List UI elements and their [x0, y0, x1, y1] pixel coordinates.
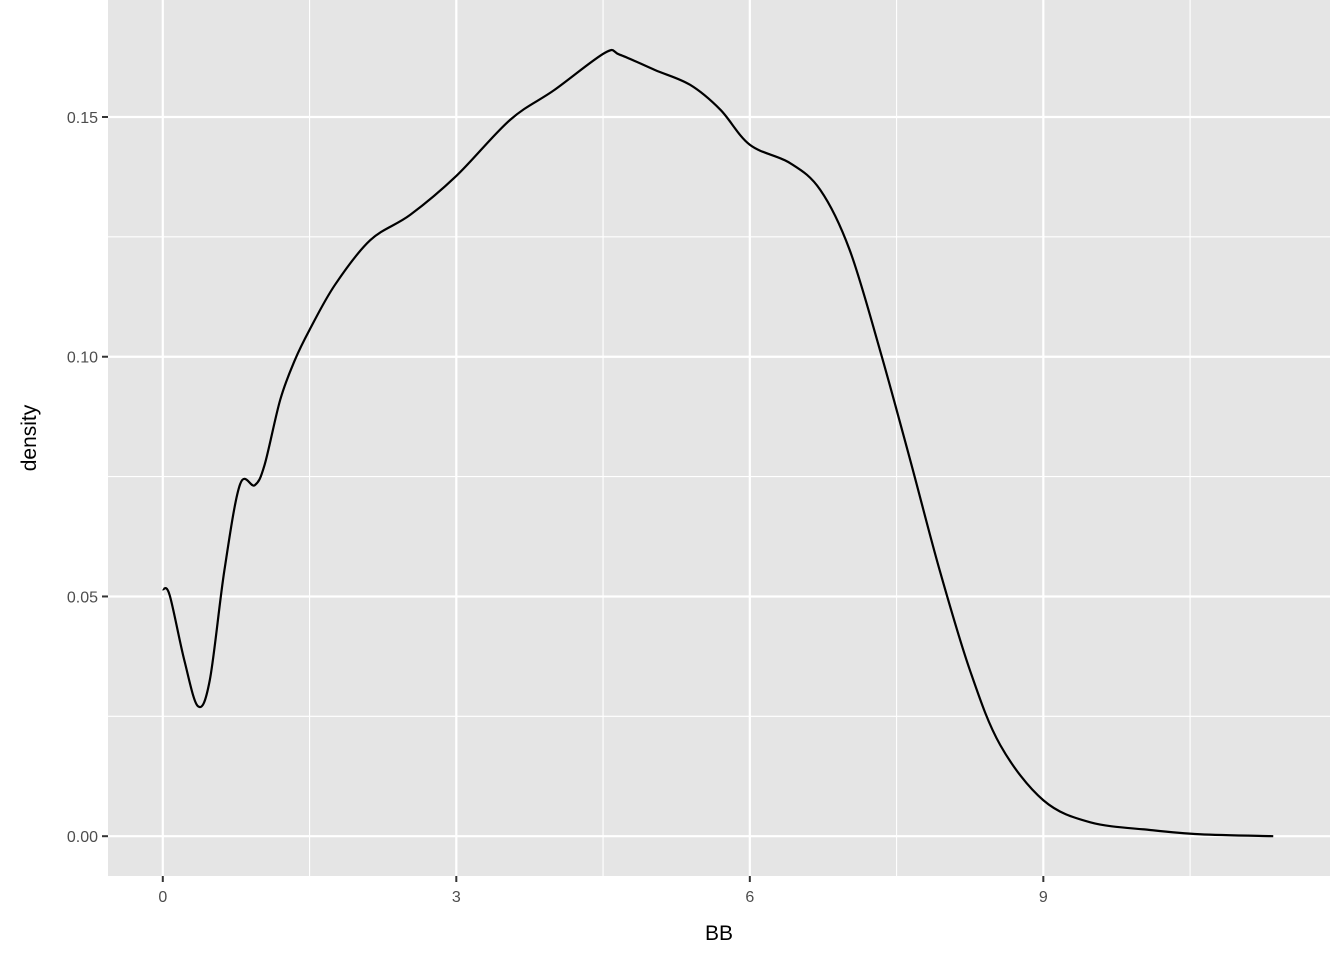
y-axis-title: density — [18, 404, 41, 471]
axes: 0 3 6 9 0.00 0.05 0.10 0.15 — [67, 110, 1048, 906]
y-tick-label: 0.00 — [67, 829, 98, 846]
y-tick-label: 0.05 — [67, 589, 98, 606]
grid-lines — [108, 0, 1330, 876]
plot-panel — [108, 0, 1330, 876]
x-tick-label: 3 — [452, 889, 461, 906]
x-tick-label: 0 — [158, 889, 167, 906]
y-tick-label: 0.15 — [67, 110, 98, 127]
x-tick-label: 6 — [745, 889, 754, 906]
density-line — [162, 48, 1274, 838]
x-axis-title: BB — [705, 922, 733, 945]
x-tick-label: 9 — [1039, 889, 1048, 906]
y-tick-label: 0.10 — [67, 350, 98, 367]
